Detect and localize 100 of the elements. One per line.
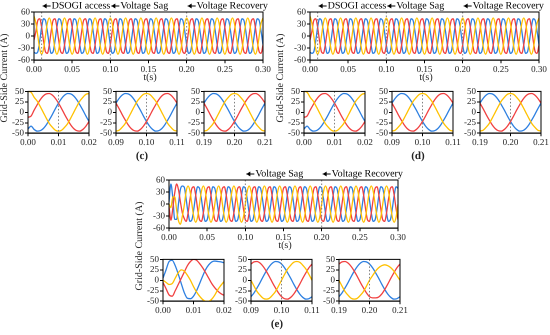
y-tick-label: 50: [467, 86, 476, 96]
y-tick-label: 60: [297, 6, 306, 16]
x-tick-label: 0.09: [243, 304, 260, 315]
x-axis-title: t(s): [278, 240, 293, 252]
x-tick-label: 0.30: [531, 64, 548, 74]
y-tick-label: 25: [103, 96, 112, 106]
ref-line-label: Voltage Sag: [396, 0, 444, 12]
y-tick-label: -25: [188, 117, 200, 128]
y-tick-label: 50: [15, 86, 24, 96]
x-tick-label: 0.20: [454, 64, 472, 74]
y-tick-label: 0: [160, 198, 166, 208]
y-tick-label: -50: [464, 128, 476, 138]
y-axis-title: Grid-Side Current (A): [134, 200, 146, 292]
y-tick-label: 25: [150, 264, 160, 274]
x-tick-label: 0.19: [331, 304, 348, 315]
y-tick-label: -50: [147, 296, 160, 306]
y-tick-label: 60: [21, 6, 30, 16]
ref-line-label: Voltage Sag: [120, 0, 168, 12]
y-tick-label: 30: [297, 18, 306, 28]
y-tick-label: -30: [153, 210, 166, 221]
x-tick-label: 0.05: [64, 64, 81, 74]
x-tick-label: 0.09: [108, 136, 124, 147]
x-tick-label: 0.11: [304, 304, 320, 315]
y-tick-label: 25: [467, 96, 476, 106]
x-tick-label: 0.00: [302, 64, 318, 74]
ref-line-label: Voltage Recovery: [472, 0, 544, 12]
y-tick-label: 50: [379, 86, 388, 96]
y-tick-label: 0: [330, 274, 336, 285]
y-tick-label: 50: [326, 254, 336, 264]
y-tick-label: 25: [238, 264, 248, 274]
y-tick-label: 25: [379, 96, 388, 106]
y-tick-label: 0: [472, 106, 476, 117]
y-tick-label: 50: [103, 86, 112, 96]
x-tick-label: 0.30: [255, 64, 272, 74]
x-tick-label: 0.00: [296, 136, 312, 147]
x-tick-label: 0.10: [102, 64, 119, 74]
y-tick-label: 0: [302, 30, 306, 40]
y-tick-label: -60: [18, 54, 30, 65]
x-tick-label: 0.11: [169, 136, 185, 147]
x-tick-label: 0.15: [416, 64, 433, 74]
ref-line-label: Voltage Recovery: [196, 0, 268, 12]
y-tick-label: 25: [326, 264, 336, 274]
y-tick-label: 60: [156, 174, 166, 184]
x-tick-label: 0.00: [155, 304, 172, 315]
x-tick-label: 0.21: [392, 304, 408, 315]
x-tick-label: 0.01: [326, 136, 342, 147]
y-tick-label: -25: [235, 285, 248, 296]
y-tick-label: 0: [154, 274, 160, 285]
y-tick-label: 0: [108, 106, 112, 117]
y-tick-label: -30: [18, 42, 30, 53]
x-tick-label: 0.02: [216, 304, 232, 315]
x-tick-label: 0.00: [20, 136, 36, 147]
line-series: [163, 269, 224, 302]
x-tick-label: 0.15: [276, 232, 292, 242]
x-tick-label: 0.01: [50, 136, 66, 147]
y-tick-label: -25: [12, 117, 24, 128]
x-tick-label: 0.10: [378, 64, 395, 74]
x-tick-label: 0.21: [533, 136, 549, 147]
x-tick-label: 0.19: [196, 136, 212, 147]
x-axis-title: t(s): [419, 72, 434, 84]
x-tick-label: 0.01: [186, 304, 202, 315]
text: (e): [270, 318, 284, 331]
y-tick-label: -50: [235, 296, 248, 306]
ref-line-label: Voltage Recovery: [332, 168, 403, 180]
y-tick-label: -25: [464, 117, 476, 128]
y-tick-label: 25: [291, 96, 300, 106]
x-tick-label: 0.10: [237, 232, 254, 242]
text: (c): [134, 150, 150, 163]
x-tick-label: 0.15: [140, 64, 157, 74]
y-tick-label: 30: [21, 18, 30, 28]
y-tick-label: -60: [153, 222, 166, 233]
x-tick-label: 0.25: [216, 64, 234, 74]
x-tick-label: 0.10: [414, 136, 431, 147]
ref-line-label: Voltage Sag: [255, 168, 304, 180]
y-tick-label: 0: [384, 106, 388, 117]
ref-line-label: DSOGI access: [52, 0, 110, 12]
x-tick-label: 0.10: [138, 136, 155, 147]
x-tick-label: 0.25: [352, 232, 368, 242]
y-tick-label: -30: [294, 42, 306, 53]
x-tick-label: 0.02: [81, 136, 97, 147]
y-tick-label: 50: [191, 86, 200, 96]
x-tick-label: 0.00: [26, 64, 42, 74]
y-tick-label: 0: [296, 106, 300, 117]
y-tick-label: 0: [20, 106, 24, 117]
y-tick-label: -60: [294, 54, 306, 65]
y-tick-label: 50: [150, 254, 160, 264]
y-tick-label: 50: [238, 254, 248, 264]
x-tick-label: 0.20: [314, 232, 330, 242]
x-tick-label: 0.09: [384, 136, 400, 147]
x-tick-label: 0.25: [492, 64, 510, 74]
y-tick-label: -50: [100, 128, 112, 138]
y-tick-label: -25: [147, 285, 160, 296]
text: (d): [410, 150, 426, 163]
y-tick-label: -50: [376, 128, 388, 138]
y-tick-label: -50: [323, 296, 336, 306]
y-tick-label: -50: [288, 128, 300, 138]
x-tick-label: 0.10: [274, 304, 290, 315]
y-tick-label: 50: [291, 86, 300, 96]
x-tick-label: 0.20: [178, 64, 196, 74]
y-tick-label: -25: [376, 117, 388, 128]
